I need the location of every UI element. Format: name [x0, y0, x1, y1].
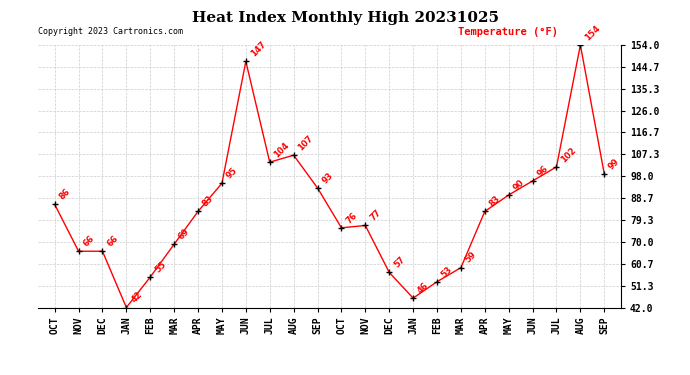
Text: 83: 83: [488, 194, 502, 208]
Text: 104: 104: [273, 141, 291, 159]
Text: 86: 86: [57, 187, 72, 202]
Text: 59: 59: [464, 250, 478, 265]
Text: 53: 53: [440, 264, 455, 279]
Text: 147: 147: [248, 40, 267, 58]
Text: 102: 102: [560, 146, 578, 164]
Text: Temperature (°F): Temperature (°F): [457, 27, 558, 37]
Text: 77: 77: [368, 208, 382, 223]
Text: 46: 46: [416, 280, 431, 296]
Text: 154: 154: [583, 23, 602, 42]
Text: 107: 107: [297, 134, 315, 152]
Text: 83: 83: [201, 194, 215, 208]
Text: 57: 57: [392, 255, 406, 270]
Text: 69: 69: [177, 227, 192, 242]
Text: Heat Index Monthly High 20231025: Heat Index Monthly High 20231025: [192, 11, 498, 25]
Text: 99: 99: [607, 157, 622, 171]
Text: 90: 90: [511, 178, 526, 192]
Text: 93: 93: [320, 171, 335, 185]
Text: Copyright 2023 Cartronics.com: Copyright 2023 Cartronics.com: [38, 27, 183, 36]
Text: 66: 66: [81, 234, 96, 249]
Text: 42: 42: [129, 290, 144, 305]
Text: 95: 95: [225, 166, 239, 180]
Text: 76: 76: [344, 210, 359, 225]
Text: 66: 66: [106, 234, 120, 249]
Text: 55: 55: [153, 260, 168, 274]
Text: 96: 96: [535, 164, 550, 178]
